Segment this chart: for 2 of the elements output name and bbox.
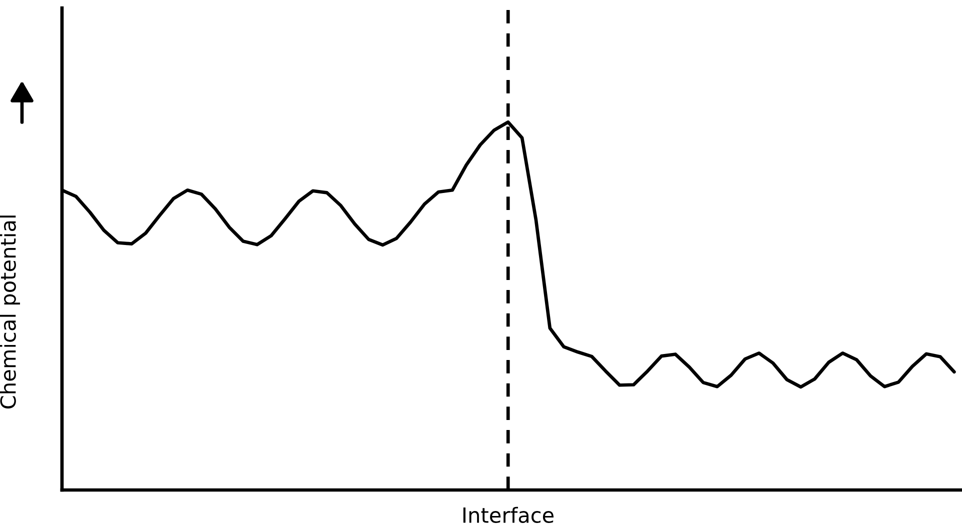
x-axis-title: Interface xyxy=(463,506,554,523)
y-axis-title: Chemical potential xyxy=(0,216,20,408)
